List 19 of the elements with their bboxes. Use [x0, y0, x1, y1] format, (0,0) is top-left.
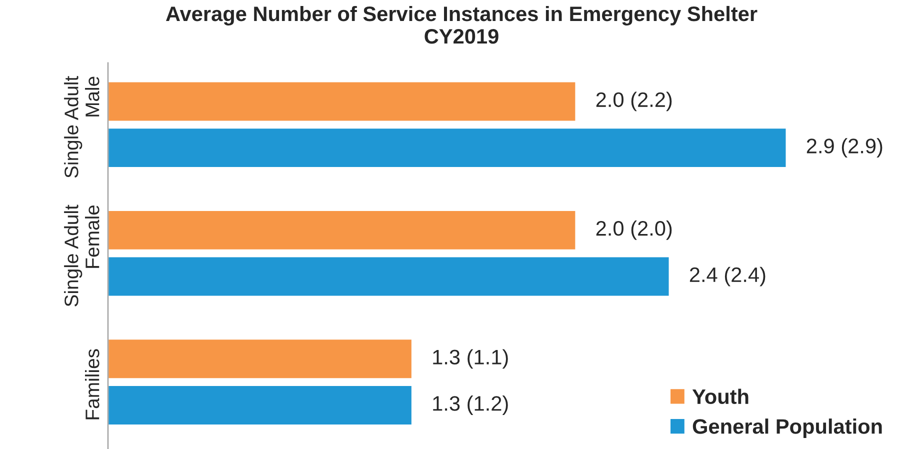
bar — [108, 384, 413, 426]
y-tick-label: Single Adult Female — [64, 204, 100, 306]
bar — [108, 338, 413, 380]
data-label: 1.3 (1.2) — [433, 396, 508, 415]
data-label: 2.0 (2.2) — [596, 92, 672, 112]
bar — [108, 210, 577, 251]
y-tick-label: Single Adult Male — [64, 76, 100, 178]
y-tick-label: Families — [85, 349, 100, 420]
bar — [108, 80, 577, 122]
bar — [108, 256, 670, 298]
chart-title: Average Number of Service Instances in Emergency Shelter — [166, 6, 758, 26]
legend-label: Youth — [692, 388, 748, 404]
data-label: 2.9 (2.9) — [806, 138, 882, 158]
legend-label: General Population — [692, 418, 882, 438]
chart-subtitle: CY2019 — [424, 29, 498, 44]
data-label: 1.3 (1.1) — [433, 349, 508, 369]
data-label: 2.4 (2.4) — [690, 266, 766, 286]
bar — [108, 127, 788, 168]
data-label: 2.0 (2.0) — [596, 220, 672, 240]
